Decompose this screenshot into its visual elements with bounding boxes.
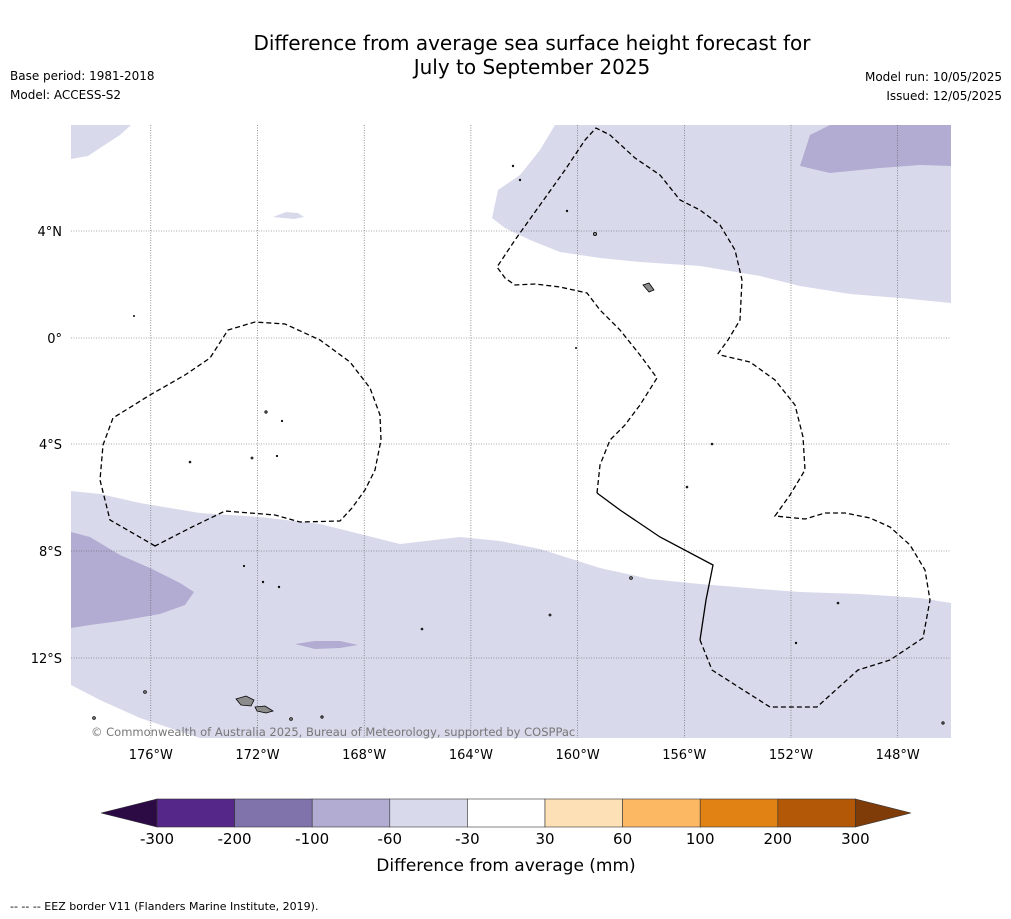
model-run: Model run: 10/05/2025 xyxy=(864,70,1002,84)
lon-tick-label: 176°W xyxy=(129,748,173,763)
lat-tick-labels: 4°N 0° 4°S 8°S 12°S xyxy=(31,225,62,667)
colorbar-segment xyxy=(622,798,701,828)
lat-tick-label: 4°N xyxy=(38,225,63,240)
colorbar-segment xyxy=(467,798,546,828)
island-dot xyxy=(289,717,293,721)
island-dot xyxy=(575,346,578,349)
island-dot xyxy=(511,164,515,168)
island-dot xyxy=(280,419,284,423)
island-dot xyxy=(710,442,714,446)
lat-tick-label: 12°S xyxy=(31,652,62,667)
lat-tick-label: 4°S xyxy=(39,438,62,453)
footnote: -- -- -- EEZ border V11 (Flanders Marine… xyxy=(10,900,319,913)
colorbar-segment xyxy=(544,798,623,828)
island-dot xyxy=(685,485,689,489)
north-band-mid xyxy=(800,125,951,173)
eez-border-central xyxy=(496,127,743,494)
island-dot xyxy=(565,209,569,213)
small-patch xyxy=(273,212,304,219)
colorbar-tick-label: -100 xyxy=(295,830,329,848)
island-dot xyxy=(518,178,522,182)
colorbar-segment xyxy=(156,798,235,828)
lon-tick-label: 168°W xyxy=(342,748,386,763)
colorbar-under-arrow xyxy=(100,798,158,828)
colorbar-ticks: -300 -200 -100 -60 -30 30 60 100 200 300 xyxy=(140,830,870,848)
islands xyxy=(92,164,945,725)
eez-border-west xyxy=(99,321,382,547)
island-dot xyxy=(261,580,265,584)
colorbar-segment xyxy=(234,798,313,828)
title-line-2: July to September 2025 xyxy=(413,55,651,79)
lat-tick-label: 8°S xyxy=(39,545,62,560)
eez-border-east xyxy=(699,354,931,708)
island-dot xyxy=(264,410,268,414)
model-name: Model: ACCESS-S2 xyxy=(10,88,122,102)
lon-tick-label: 152°W xyxy=(769,748,813,763)
island-dot xyxy=(420,627,424,631)
colorbar-tick-label: -200 xyxy=(218,830,252,848)
island-savaii xyxy=(254,705,274,714)
colorbar-tick-label: -60 xyxy=(378,830,403,848)
title-line-1: Difference from average sea surface heig… xyxy=(253,31,811,55)
colorbar-segment xyxy=(311,798,391,828)
south-band-mid xyxy=(71,532,194,628)
lon-tick-label: 156°W xyxy=(662,748,706,763)
colorbar-tick-label: 60 xyxy=(613,830,632,848)
colorbar-tick-label: 100 xyxy=(686,830,715,848)
lat-tick-label: 0° xyxy=(47,332,62,347)
colorbar-over-arrow xyxy=(855,798,912,828)
eez-border-central-solid xyxy=(596,492,714,641)
colorbar-segment xyxy=(389,798,468,828)
lon-tick-label: 160°W xyxy=(556,748,600,763)
anomaly-fills xyxy=(71,125,951,738)
island-dot xyxy=(242,564,246,568)
lon-tick-label: 164°W xyxy=(449,748,493,763)
island-small xyxy=(642,282,655,293)
island-dot xyxy=(593,231,598,236)
south-band-light xyxy=(71,491,951,738)
island-dot xyxy=(548,613,552,617)
issued-date: Issued: 12/05/2025 xyxy=(886,89,1002,103)
lon-tick-label: 148°W xyxy=(876,748,920,763)
colorbar-tick-label: 300 xyxy=(841,830,870,848)
colorbar-label: Difference from average (mm) xyxy=(376,856,635,876)
island-dot xyxy=(92,716,96,720)
meta-left: Base period: 1981-2018 Model: ACCESS-S2 xyxy=(10,67,155,105)
mid-patch xyxy=(295,641,358,649)
lon-tick-label: 172°W xyxy=(235,748,279,763)
colorbar-tick-label: -30 xyxy=(455,830,480,848)
island-dot xyxy=(320,715,324,719)
island-dot xyxy=(277,585,281,589)
colorbar xyxy=(100,798,912,828)
island-dot xyxy=(132,314,135,317)
copyright-text: © Commonwealth of Australia 2025, Bureau… xyxy=(91,725,575,739)
base-period: Base period: 1981-2018 xyxy=(10,69,155,83)
colorbar-tick-label: 200 xyxy=(763,830,792,848)
island-dot xyxy=(250,456,254,460)
island-dot xyxy=(836,601,840,605)
island-dot xyxy=(941,721,945,725)
island-dot xyxy=(794,641,798,645)
island-upolu xyxy=(235,695,255,707)
meta-right: Model run: 10/05/2025 Issued: 12/05/2025 xyxy=(865,68,1002,106)
colorbar-tick-label: 30 xyxy=(535,830,554,848)
gridlines xyxy=(71,125,951,738)
island-dot xyxy=(629,576,633,580)
eez-borders xyxy=(99,127,931,708)
colorbar-tick-label: -300 xyxy=(140,830,174,848)
island-dot xyxy=(143,690,147,694)
colorbar-segment xyxy=(699,798,779,828)
page-title: Difference from average sea surface heig… xyxy=(0,31,1011,79)
colorbar-segment xyxy=(777,798,856,828)
island-dot xyxy=(275,454,279,458)
lon-tick-labels: 176°W 172°W 168°W 164°W 160°W 156°W 152°… xyxy=(129,748,920,763)
island-dot xyxy=(188,460,192,464)
nw-patch xyxy=(71,125,131,159)
